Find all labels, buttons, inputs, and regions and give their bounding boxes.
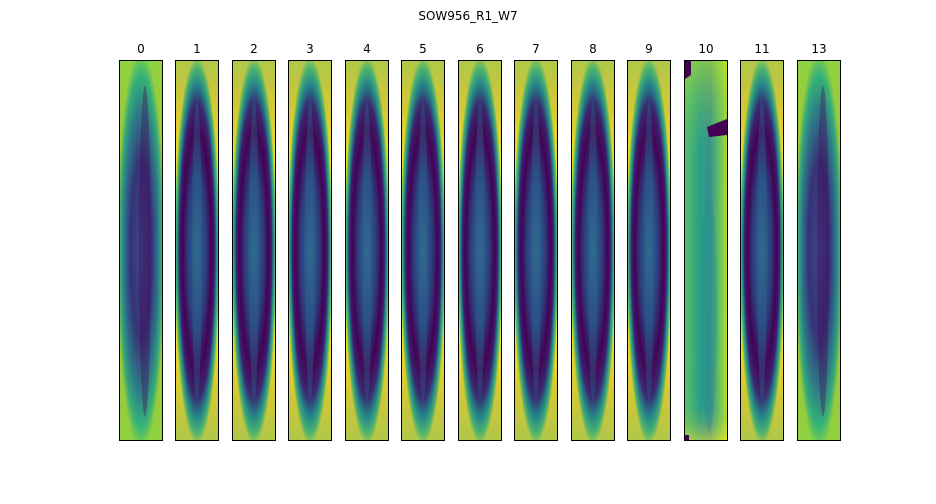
panel-image — [458, 60, 502, 441]
panel-label: 9 — [645, 42, 653, 56]
panel-7: 7 — [514, 42, 558, 441]
panel-label: 10 — [698, 42, 714, 56]
panel-label: 8 — [589, 42, 597, 56]
panel-image — [345, 60, 389, 441]
panel-image — [119, 60, 163, 441]
panel-image — [288, 60, 332, 441]
panel-label: 1 — [193, 42, 201, 56]
panel-5: 5 — [401, 42, 445, 441]
panel-9: 9 — [627, 42, 671, 441]
panel-label: 3 — [306, 42, 314, 56]
panel-image — [684, 60, 728, 441]
panel-6: 6 — [458, 42, 502, 441]
panel-1: 1 — [175, 42, 219, 441]
panel-label: 11 — [754, 42, 770, 56]
panel-label: 6 — [476, 42, 484, 56]
panel-3: 3 — [288, 42, 332, 441]
panel-label: 0 — [137, 42, 145, 56]
panel-label: 4 — [363, 42, 371, 56]
figure-title: SOW956_R1_W7 — [418, 9, 518, 23]
panel-image — [514, 60, 558, 441]
panel-8: 8 — [571, 42, 615, 441]
panel-label: 7 — [532, 42, 540, 56]
panel-label: 2 — [250, 42, 258, 56]
panel-11: 11 — [740, 42, 784, 441]
panel-image — [797, 60, 841, 441]
panel-image — [175, 60, 219, 441]
panel-image — [232, 60, 276, 441]
panel-image — [740, 60, 784, 441]
panel-13: 13 — [797, 42, 841, 441]
panel-label: 5 — [419, 42, 427, 56]
panel-4: 4 — [345, 42, 389, 441]
panel-0: 0 — [119, 42, 163, 441]
panel-image — [401, 60, 445, 441]
panel-label: 13 — [811, 42, 827, 56]
panel-10: 10 — [684, 42, 728, 441]
panel-image — [627, 60, 671, 441]
panel-image — [571, 60, 615, 441]
panel-2: 2 — [232, 42, 276, 441]
